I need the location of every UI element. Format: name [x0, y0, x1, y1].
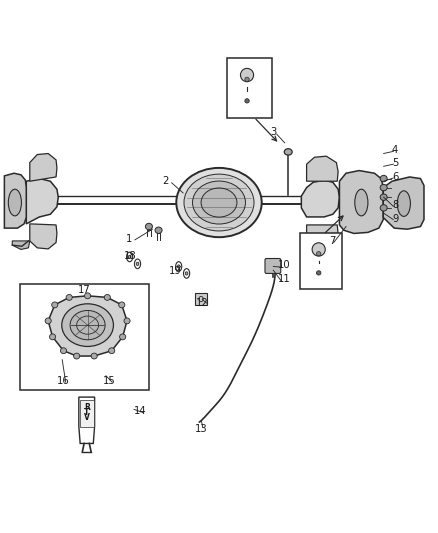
Text: 16: 16	[57, 376, 70, 386]
Text: 17: 17	[78, 286, 91, 295]
Ellipse shape	[245, 77, 249, 82]
Ellipse shape	[185, 272, 188, 275]
Ellipse shape	[155, 227, 162, 233]
Text: 2: 2	[162, 176, 169, 186]
Ellipse shape	[176, 168, 261, 237]
Text: 9: 9	[392, 214, 398, 223]
Ellipse shape	[62, 304, 113, 346]
Polygon shape	[301, 180, 339, 217]
Text: 12: 12	[196, 298, 209, 308]
Ellipse shape	[380, 184, 387, 191]
Polygon shape	[30, 154, 57, 181]
FancyBboxPatch shape	[227, 58, 272, 118]
Ellipse shape	[240, 68, 254, 82]
Ellipse shape	[145, 223, 152, 230]
Ellipse shape	[397, 191, 410, 216]
Ellipse shape	[355, 189, 368, 216]
Ellipse shape	[380, 175, 387, 182]
Text: 10: 10	[278, 261, 290, 270]
Ellipse shape	[193, 181, 245, 224]
Polygon shape	[307, 156, 338, 181]
Ellipse shape	[317, 252, 321, 256]
Text: 19: 19	[169, 266, 182, 276]
FancyBboxPatch shape	[300, 233, 342, 289]
Ellipse shape	[245, 99, 249, 103]
Ellipse shape	[136, 262, 139, 265]
Ellipse shape	[74, 353, 80, 359]
Ellipse shape	[124, 318, 130, 324]
Text: 6: 6	[392, 172, 398, 182]
Polygon shape	[307, 225, 338, 249]
Polygon shape	[26, 179, 58, 224]
Ellipse shape	[49, 334, 56, 340]
Ellipse shape	[312, 243, 325, 256]
FancyBboxPatch shape	[195, 293, 207, 305]
Polygon shape	[4, 173, 26, 228]
Ellipse shape	[109, 348, 115, 354]
Polygon shape	[339, 171, 383, 233]
Polygon shape	[383, 177, 424, 229]
Text: 5: 5	[392, 158, 398, 167]
Ellipse shape	[70, 310, 105, 340]
Ellipse shape	[317, 271, 321, 275]
Polygon shape	[48, 296, 127, 356]
Ellipse shape	[104, 294, 110, 301]
Ellipse shape	[60, 348, 67, 354]
Polygon shape	[30, 224, 57, 249]
Text: 13: 13	[195, 424, 208, 434]
Text: 7: 7	[329, 236, 335, 246]
Ellipse shape	[284, 149, 292, 155]
Ellipse shape	[128, 255, 131, 259]
Text: V: V	[84, 413, 90, 422]
Text: R: R	[84, 403, 90, 412]
Polygon shape	[12, 241, 30, 249]
Text: 4: 4	[392, 146, 398, 155]
Ellipse shape	[184, 174, 254, 231]
Text: 8: 8	[392, 200, 398, 210]
Text: 1: 1	[126, 234, 132, 244]
Text: 18: 18	[124, 251, 137, 261]
Ellipse shape	[8, 189, 21, 216]
Ellipse shape	[45, 318, 51, 324]
Ellipse shape	[380, 194, 387, 200]
FancyBboxPatch shape	[20, 284, 149, 390]
Ellipse shape	[52, 302, 58, 308]
Ellipse shape	[91, 353, 97, 359]
Text: T: T	[84, 408, 89, 417]
FancyBboxPatch shape	[80, 400, 94, 427]
FancyBboxPatch shape	[265, 259, 281, 273]
Text: 3: 3	[271, 127, 277, 137]
Ellipse shape	[201, 188, 237, 217]
Ellipse shape	[66, 294, 72, 301]
Text: 11: 11	[277, 274, 290, 284]
Text: 14: 14	[134, 407, 146, 416]
Ellipse shape	[380, 205, 387, 211]
Ellipse shape	[120, 334, 126, 340]
Ellipse shape	[177, 265, 180, 268]
Text: 15: 15	[103, 376, 116, 386]
Ellipse shape	[85, 293, 91, 298]
Ellipse shape	[119, 302, 125, 308]
Polygon shape	[79, 397, 95, 443]
